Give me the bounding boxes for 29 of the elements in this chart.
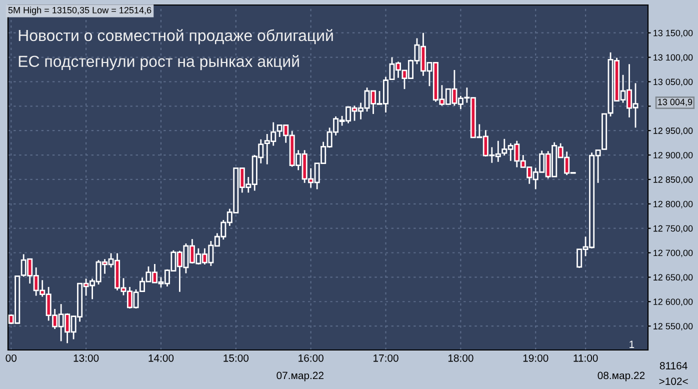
y-tick-label: 12 700,00 xyxy=(654,250,693,258)
x-tick-label: 17:00 xyxy=(374,354,398,362)
x-tick-label: 00 xyxy=(6,354,17,362)
x-tick-label: 13:00 xyxy=(74,354,99,362)
x-tick-label: 19:00 xyxy=(523,354,548,362)
y-tick-label: 12 550,00 xyxy=(654,323,693,330)
y-tick-label: 12 600,00 xyxy=(654,298,693,306)
y-tick-label: 12 800,00 xyxy=(654,200,693,208)
text: 81164 xyxy=(660,362,688,370)
text: >102< xyxy=(659,378,688,385)
annotation: 1 xyxy=(630,340,634,348)
x-tick-label: 18:00 xyxy=(448,354,474,362)
x-tick-label: 15:00 xyxy=(224,354,249,362)
text: 08.мар.22 xyxy=(598,372,645,382)
text: 07.мар.22 xyxy=(276,372,324,382)
y-tick-label: 13 050,00 xyxy=(654,78,693,86)
y-tick-label: 12 650,00 xyxy=(654,274,693,282)
y-tick-label: 12 950,00 xyxy=(654,128,693,136)
y-tick-label: 13 100,00 xyxy=(654,54,693,62)
x-tick-label: 14:00 xyxy=(148,354,174,362)
y-tick-label: 12 850,00 xyxy=(654,176,693,184)
y-tick-label: 12 750,00 xyxy=(654,225,693,233)
y-tick-label: 13 150,00 xyxy=(654,30,693,38)
chart-subtitle: 5M High = 13150,35 Low = 12514,6 xyxy=(8,6,152,16)
x-tick-label: 11:00 xyxy=(574,354,598,362)
y-tick-label: 12 900,00 xyxy=(654,152,693,160)
x-tick-label: 16:00 xyxy=(298,354,324,362)
text: 13 004,9 xyxy=(658,98,692,106)
text: Новости о совместной продаже облигаций ЕС подстегнули рост на рынках акций xyxy=(18,29,333,70)
